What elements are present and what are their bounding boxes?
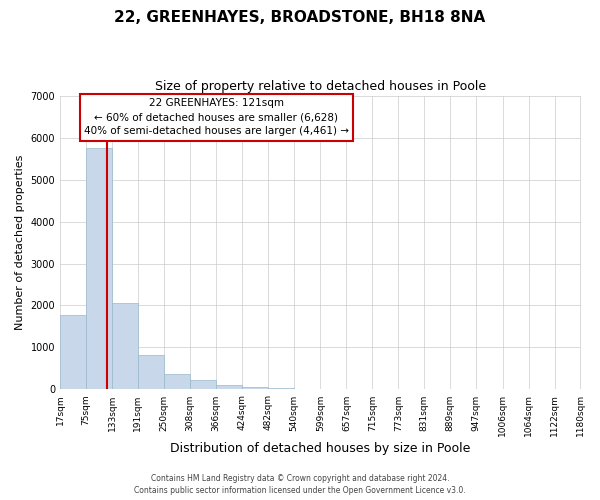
Bar bbox=[242, 387, 268, 390]
Title: Size of property relative to detached houses in Poole: Size of property relative to detached ho… bbox=[155, 80, 486, 93]
Bar bbox=[60, 314, 86, 390]
Text: Contains HM Land Registry data © Crown copyright and database right 2024.
Contai: Contains HM Land Registry data © Crown c… bbox=[134, 474, 466, 495]
Bar bbox=[138, 356, 164, 390]
Bar bbox=[112, 303, 138, 390]
Bar bbox=[86, 148, 112, 390]
Bar bbox=[164, 374, 190, 390]
X-axis label: Distribution of detached houses by size in Poole: Distribution of detached houses by size … bbox=[170, 442, 470, 455]
Y-axis label: Number of detached properties: Number of detached properties bbox=[15, 155, 25, 330]
Bar bbox=[216, 385, 242, 390]
Bar bbox=[190, 380, 216, 390]
Bar bbox=[268, 388, 294, 390]
Text: 22, GREENHAYES, BROADSTONE, BH18 8NA: 22, GREENHAYES, BROADSTONE, BH18 8NA bbox=[115, 10, 485, 25]
Text: 22 GREENHAYES: 121sqm
← 60% of detached houses are smaller (6,628)
40% of semi-d: 22 GREENHAYES: 121sqm ← 60% of detached … bbox=[83, 98, 349, 136]
